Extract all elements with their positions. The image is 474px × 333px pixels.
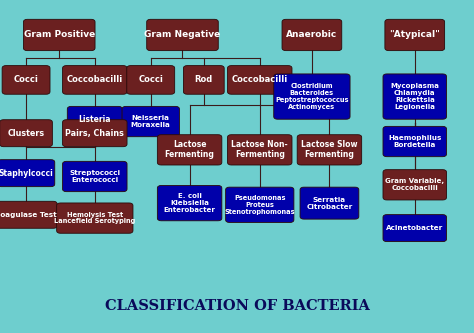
Text: Lactose Slow
Fermenting: Lactose Slow Fermenting	[301, 140, 358, 160]
Text: Coccobacilli: Coccobacilli	[67, 75, 123, 85]
FancyBboxPatch shape	[157, 185, 222, 221]
Text: Pseudomonas
Proteus
Stenotrophomonas: Pseudomonas Proteus Stenotrophomonas	[225, 195, 295, 214]
Text: Cocci: Cocci	[138, 75, 163, 85]
FancyBboxPatch shape	[57, 203, 133, 233]
Text: Pairs, Chains: Pairs, Chains	[65, 129, 124, 138]
FancyBboxPatch shape	[122, 107, 179, 137]
Text: Anaerobic: Anaerobic	[286, 30, 337, 40]
FancyBboxPatch shape	[385, 19, 445, 51]
FancyBboxPatch shape	[147, 19, 218, 51]
FancyBboxPatch shape	[2, 66, 50, 94]
FancyBboxPatch shape	[157, 135, 222, 165]
Text: Hemolysis Test
Lancefield Serotyping: Hemolysis Test Lancefield Serotyping	[54, 212, 136, 224]
Text: Rod: Rod	[195, 75, 213, 85]
Text: Clostridium
Bacteroides
Peptostreptococcus
Actinomyces: Clostridium Bacteroides Peptostreptococc…	[275, 84, 349, 110]
FancyBboxPatch shape	[300, 187, 359, 219]
FancyBboxPatch shape	[228, 135, 292, 165]
FancyBboxPatch shape	[127, 66, 174, 94]
FancyBboxPatch shape	[297, 135, 362, 165]
Text: Listeria: Listeria	[79, 115, 111, 125]
Text: Mycoplasma
Chlamydia
Rickettsia
Legionella: Mycoplasma Chlamydia Rickettsia Legionel…	[390, 84, 439, 110]
Text: Haemophilus
Bordetella: Haemophilus Bordetella	[388, 135, 441, 148]
Text: Clusters: Clusters	[8, 129, 45, 138]
FancyBboxPatch shape	[274, 74, 350, 119]
Text: E. coli
Klebsiella
Enterobacter: E. coli Klebsiella Enterobacter	[164, 193, 216, 213]
Text: Staphylcocci: Staphylcocci	[0, 168, 54, 178]
Text: Cocci: Cocci	[14, 75, 38, 85]
FancyBboxPatch shape	[383, 74, 447, 119]
FancyBboxPatch shape	[282, 19, 342, 51]
Text: Streptococci
Enterococci: Streptococci Enterococci	[69, 170, 120, 183]
Text: Lactose Non-
Fermenting: Lactose Non- Fermenting	[231, 140, 288, 160]
Text: Serratia
Citrobacter: Serratia Citrobacter	[306, 197, 353, 209]
FancyBboxPatch shape	[0, 160, 55, 186]
FancyBboxPatch shape	[23, 19, 95, 51]
Text: Gram Negative: Gram Negative	[145, 30, 220, 40]
Text: Coccobacilli: Coccobacilli	[232, 75, 288, 85]
FancyBboxPatch shape	[63, 162, 127, 192]
Text: Gram Variable,
Coccobacilli: Gram Variable, Coccobacilli	[385, 178, 444, 191]
FancyBboxPatch shape	[383, 127, 447, 157]
FancyBboxPatch shape	[383, 215, 447, 242]
FancyBboxPatch shape	[0, 120, 52, 147]
FancyBboxPatch shape	[383, 169, 447, 200]
FancyBboxPatch shape	[228, 66, 292, 94]
FancyBboxPatch shape	[226, 187, 294, 222]
FancyBboxPatch shape	[0, 201, 57, 228]
Text: Gram Positive: Gram Positive	[24, 30, 95, 40]
FancyBboxPatch shape	[183, 66, 224, 94]
Text: CLASSIFICATION OF BACTERIA: CLASSIFICATION OF BACTERIA	[105, 299, 369, 313]
Text: Coagulase Test: Coagulase Test	[0, 212, 57, 218]
Text: "Atypical": "Atypical"	[389, 30, 440, 40]
Text: Lactose
Fermenting: Lactose Fermenting	[164, 140, 215, 160]
FancyBboxPatch shape	[63, 120, 127, 147]
Text: Neisseria
Moraxella: Neisseria Moraxella	[131, 115, 171, 128]
FancyBboxPatch shape	[63, 66, 127, 94]
Text: Acinetobacter: Acinetobacter	[386, 225, 443, 231]
FancyBboxPatch shape	[67, 107, 122, 133]
